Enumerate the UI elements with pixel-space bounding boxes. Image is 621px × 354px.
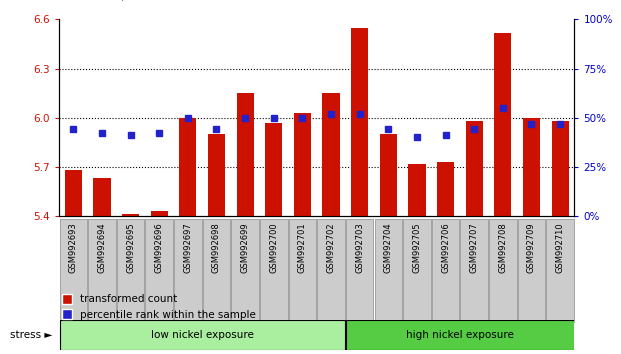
Bar [202,219,230,322]
Text: GSM992705: GSM992705 [412,223,422,273]
Bar [60,320,345,350]
Bar [260,219,288,322]
Bar [437,162,454,216]
Bar [351,28,368,216]
Text: GSM992704: GSM992704 [384,223,393,273]
Bar [432,219,460,322]
Bar [460,219,488,322]
Bar [237,93,254,216]
Text: GSM992698: GSM992698 [212,223,221,273]
Bar [494,33,512,216]
Bar [117,219,144,322]
Text: GSM992702: GSM992702 [327,223,335,273]
Bar [88,219,116,322]
Bar [523,118,540,216]
Bar [346,320,575,350]
Bar [346,219,373,322]
Bar [409,164,425,216]
Text: GSM992696: GSM992696 [155,223,164,273]
Bar [122,214,139,216]
Bar [289,219,316,322]
Text: low nickel exposure: low nickel exposure [151,330,253,341]
Bar [546,219,574,322]
Text: GSM992708: GSM992708 [498,223,507,273]
Bar [466,121,483,216]
Bar [489,219,517,322]
Text: GSM992699: GSM992699 [240,223,250,273]
Text: GSM992697: GSM992697 [183,223,193,273]
Text: GSM992695: GSM992695 [126,223,135,273]
Bar [322,93,340,216]
Bar [317,219,345,322]
Bar [145,219,173,322]
Text: GSM992707: GSM992707 [469,223,479,273]
Text: high nickel exposure: high nickel exposure [406,330,514,341]
Bar [403,219,431,322]
Bar [374,219,402,322]
Text: GSM992706: GSM992706 [441,223,450,273]
Bar [60,219,87,322]
Bar [208,134,225,216]
Bar [93,178,111,216]
Bar [551,121,569,216]
Text: GSM992703: GSM992703 [355,223,364,273]
Bar [65,170,82,216]
Bar [179,118,196,216]
Text: stress ►: stress ► [11,330,53,341]
Bar [379,134,397,216]
Bar [232,219,259,322]
Text: GSM992709: GSM992709 [527,223,536,273]
Text: GSM992701: GSM992701 [298,223,307,273]
Text: GSM992693: GSM992693 [69,223,78,273]
Text: GSM992694: GSM992694 [97,223,106,273]
Text: GDS4974 / 8060101: GDS4974 / 8060101 [59,0,186,2]
Bar [265,122,283,216]
Legend: transformed count, percentile rank within the sample: transformed count, percentile rank withi… [59,290,260,324]
Bar [294,113,311,216]
Text: GSM992710: GSM992710 [556,223,564,273]
Text: GSM992700: GSM992700 [270,223,278,273]
Bar [174,219,202,322]
Bar [151,211,168,216]
Bar [518,219,545,322]
